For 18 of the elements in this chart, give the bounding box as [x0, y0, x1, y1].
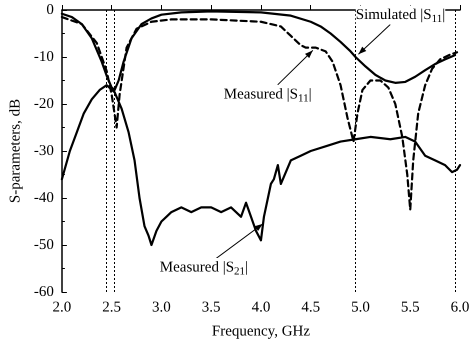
y-tick-label: -10	[34, 49, 54, 65]
x-tick-label: 4.0	[252, 300, 270, 316]
x-tick-label: 3.0	[152, 300, 171, 316]
x-tick-label: 6.0	[450, 300, 470, 316]
y-tick-label: -60	[34, 284, 54, 300]
y-tick-label: -40	[34, 190, 54, 206]
y-tick-label: -20	[34, 96, 54, 112]
x-tick-label: 2.5	[102, 300, 122, 316]
y-tick-label: -30	[34, 143, 54, 159]
y-tick-label: 0	[46, 2, 54, 18]
y-axis-title: S-parameters, dB	[8, 98, 24, 204]
x-tick-label: 5.5	[400, 300, 420, 316]
x-axis-title: Frequency, GHz	[212, 324, 310, 340]
x-tick-label: 2.0	[52, 300, 72, 316]
x-tick-label: 4.5	[301, 300, 320, 316]
x-tick-label: 5.0	[351, 300, 370, 316]
y-tick-label: -50	[34, 237, 54, 253]
x-tick-label: 3.5	[202, 300, 221, 316]
